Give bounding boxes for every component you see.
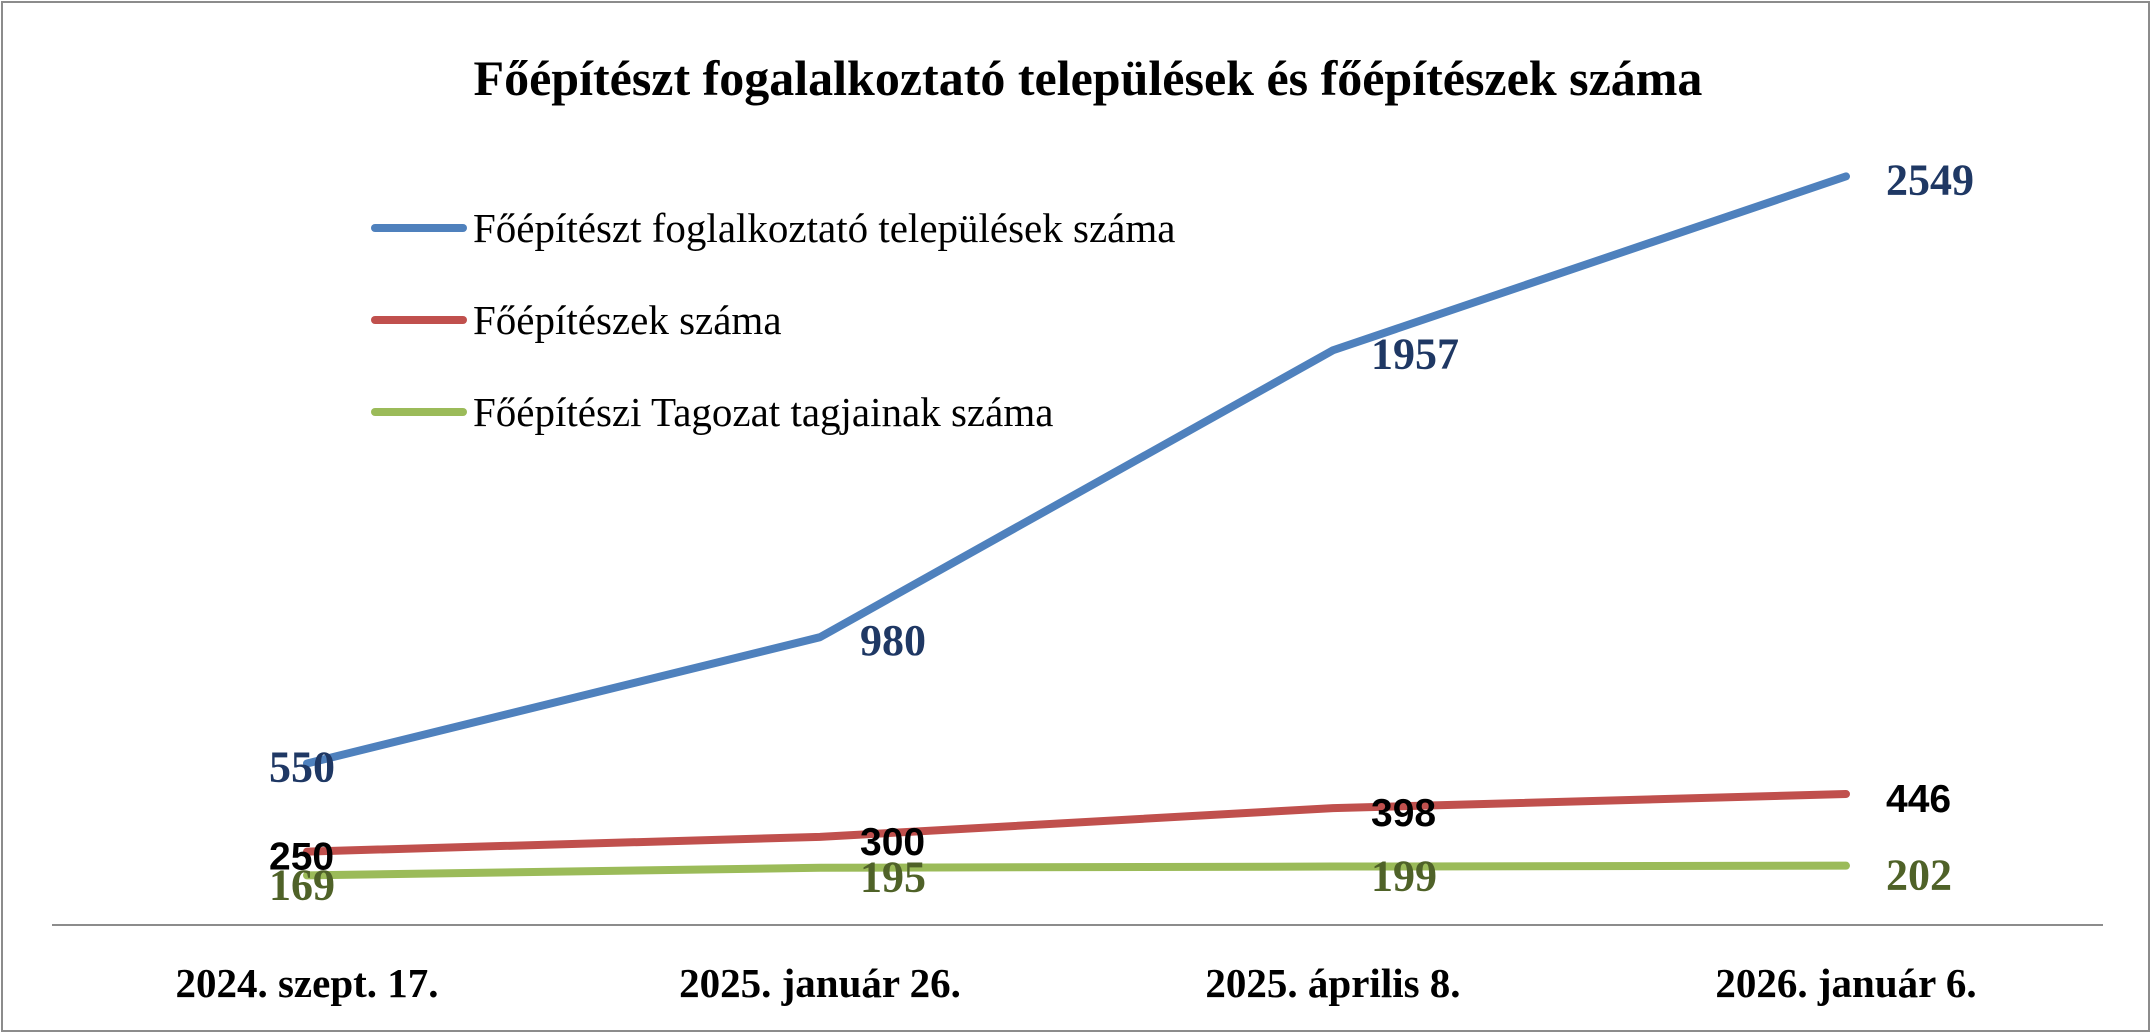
data-label-tagozat: 199	[1371, 852, 1437, 901]
series-line-foepiteszek	[303, 790, 1850, 856]
legend-label-telepulesek: Főépítészt foglalkoztató települések szá…	[473, 205, 1175, 251]
x-tick-label: 2024. szept. 17.	[175, 960, 438, 1006]
legend-label-foepiteszek: Főépítészek száma	[473, 297, 782, 343]
chart-title: Főépítészt fogalalkoztató települések és…	[474, 50, 1703, 106]
data-label-foepiteszek: 398	[1371, 792, 1436, 835]
series-line-telepulesek	[303, 172, 1850, 768]
series-layer	[303, 172, 1850, 880]
x-tick-label: 2025. április 8.	[1205, 960, 1460, 1006]
data-label-tagozat: 169	[269, 860, 335, 909]
x-tick-labels: 2024. szept. 17. 2025. január 26. 2025. áp…	[175, 960, 1976, 1006]
legend: Főépítészt foglalkoztató települések szá…	[371, 205, 1175, 435]
legend-item-telepulesek: Főépítészt foglalkoztató települések szá…	[371, 205, 1175, 251]
data-label-telepulesek: 1957	[1371, 329, 1459, 378]
data-label-foepiteszek: 250	[269, 836, 334, 879]
data-labels: 550 980 1957 2549 250 300 398 446 169 195 199 202	[269, 155, 1974, 909]
data-label-foepiteszek: 446	[1886, 778, 1951, 821]
legend-label-tagozat: Főépítészi Tagozat tagjainak száma	[473, 389, 1053, 435]
x-tick-label: 2026. január 6.	[1715, 960, 1976, 1006]
data-label-foepiteszek: 300	[860, 821, 925, 864]
x-tick-label: 2025. január 26.	[679, 960, 961, 1006]
data-label-tagozat: 195	[860, 853, 926, 902]
data-label-tagozat: 202	[1886, 851, 1952, 900]
legend-item-tagozat: Főépítészi Tagozat tagjainak száma	[371, 389, 1053, 435]
data-label-telepulesek: 2549	[1886, 155, 1974, 204]
data-label-telepulesek: 550	[269, 742, 335, 791]
data-label-telepulesek: 980	[860, 616, 926, 665]
series-line-tagozat	[303, 861, 1850, 880]
legend-item-foepiteszek: Főépítészek száma	[371, 297, 782, 343]
